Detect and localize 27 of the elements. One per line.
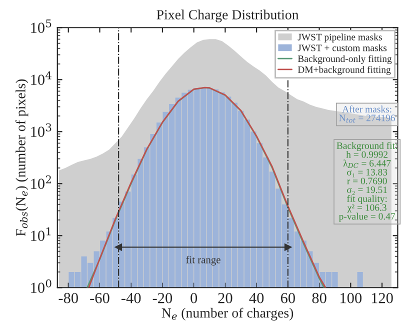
chart-title: Pixel Charge Distribution	[156, 10, 299, 22]
legend-label: DM+background fitting	[298, 66, 391, 75]
x-tick-label: 80	[312, 292, 326, 304]
y-tick-label: 10$^{5}$	[31, 19, 52, 33]
x-tick-label: 0	[190, 292, 198, 304]
y-tick-label: 10$^{1}$	[31, 227, 50, 241]
y-tick-label: 10$^{0}$	[31, 279, 52, 293]
x-tick-label: -80	[58, 292, 78, 304]
x-tick-label: 120	[372, 292, 393, 304]
legend-label: Background-only fitting	[298, 55, 392, 64]
legend-label: JWST pipeline masks	[298, 34, 382, 42]
x-axis-title: N$_{e}$ (number of charges)	[162, 308, 294, 321]
text: Background fit: h = 0.9992 λ$_{DC}$ = 6.447 σ₁ = 13.83 r = 0.7690 σ₂ = 19.51 fit quality: χ² = 106.3 p-value = 0.47	[336, 142, 397, 222]
x-tick-label: -60	[90, 292, 110, 304]
y-axis-title: F$_{obs}$(N$_{e}$) (number of pixels)	[15, 79, 28, 236]
x-tick-label: 40	[249, 292, 264, 304]
x-tick-label: 20	[218, 292, 232, 304]
annotation: fit range	[186, 256, 220, 266]
legend-label: JWST + custom masks	[298, 44, 387, 52]
x-tick-label: 60	[280, 292, 295, 304]
annotation: After masks: N$_{tot}$ = 274196	[339, 106, 395, 123]
y-tick-label: 10$^{2}$	[31, 175, 51, 189]
x-tick-label: -20	[152, 292, 172, 304]
y-tick-label: 10$^{4}$	[31, 71, 52, 85]
y-tick-label: 10$^{3}$	[31, 123, 52, 137]
x-tick-label: -40	[121, 292, 141, 304]
x-tick-label: 100	[340, 292, 362, 304]
